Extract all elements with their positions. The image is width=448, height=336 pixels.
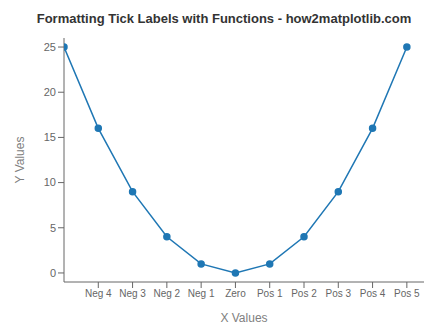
- svg-text:Pos 5: Pos 5: [394, 288, 420, 299]
- svg-text:Neg 3: Neg 3: [119, 288, 146, 299]
- svg-text:Pos 4: Pos 4: [360, 288, 386, 299]
- svg-text:15: 15: [44, 131, 56, 143]
- svg-text:Pos 1: Pos 1: [257, 288, 283, 299]
- svg-text:5: 5: [50, 222, 56, 234]
- svg-text:10: 10: [44, 176, 56, 188]
- svg-text:Pos 3: Pos 3: [325, 288, 351, 299]
- svg-text:Y Values: Y Values: [13, 137, 27, 184]
- svg-text:Neg 4: Neg 4: [85, 288, 112, 299]
- svg-text:0: 0: [50, 267, 56, 279]
- svg-text:Zero: Zero: [225, 288, 246, 299]
- svg-text:X Values: X Values: [220, 311, 267, 325]
- svg-text:Neg 2: Neg 2: [154, 288, 181, 299]
- svg-text:20: 20: [44, 86, 56, 98]
- svg-text:Neg 1: Neg 1: [188, 288, 215, 299]
- svg-text:25: 25: [44, 41, 56, 53]
- svg-text:Pos 2: Pos 2: [291, 288, 317, 299]
- html-text:Formatting Tick Labels with Fu: Formatting Tick Labels with Functions - …: [36, 11, 412, 26]
